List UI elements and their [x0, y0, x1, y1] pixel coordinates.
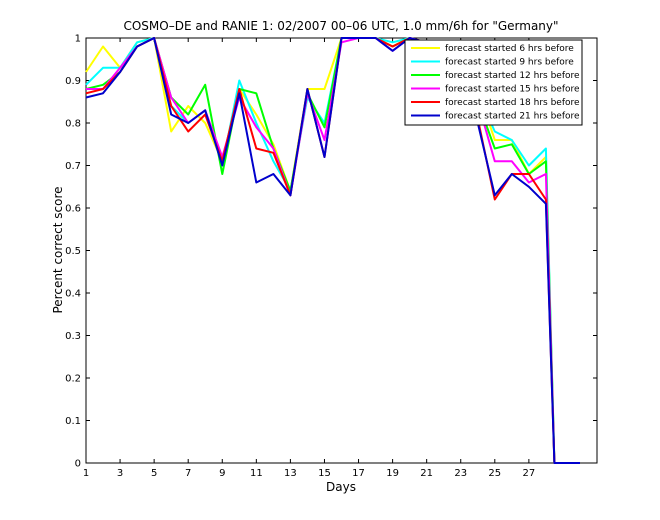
legend-label: forecast started 12 hrs before	[445, 71, 580, 81]
x-tick-label: 25	[488, 468, 501, 479]
y-tick-label: 0.8	[65, 119, 81, 130]
y-tick-label: 0.5	[65, 246, 81, 257]
y-axis: 0 0.1 0.2 0.3 0.4 0.5 0.6 0.7 0.8 0.9 1	[65, 34, 597, 470]
series-lines	[85, 37, 580, 464]
chart-title: COSMO–DE and RANIE 1: 02/2007 00–06 UTC,…	[123, 19, 558, 33]
y-tick-label: 0.3	[65, 331, 81, 342]
x-tick-label: 23	[454, 468, 467, 479]
y-tick-label: 0.2	[65, 374, 81, 385]
series-line-6	[85, 37, 580, 464]
x-tick-label: 7	[185, 468, 191, 479]
x-tick-label: 27	[522, 468, 535, 479]
x-tick-label: 15	[318, 468, 331, 479]
x-tick-label: 5	[151, 468, 157, 479]
x-tick-label: 17	[352, 468, 365, 479]
legend-label: forecast started 9 hrs before	[445, 58, 574, 68]
x-tick-label: 13	[284, 468, 297, 479]
y-tick-label: 0.1	[65, 416, 81, 427]
legend: forecast started 6 hrs before forecast st…	[404, 39, 583, 126]
legend-label: forecast started 6 hrs before	[445, 44, 574, 54]
legend-label: forecast started 15 hrs before	[445, 85, 580, 95]
x-axis-label: Days	[326, 480, 356, 494]
x-tick-label: 1	[83, 468, 89, 479]
y-axis-label: Percent correct score	[51, 186, 65, 313]
x-tick-label: 3	[117, 468, 123, 479]
y-tick-label: 0.6	[65, 204, 81, 215]
x-tick-label: 11	[250, 468, 263, 479]
x-tick-label: 21	[420, 468, 433, 479]
x-axis: 1 3 5 7 9 11 13 15 17 19 21 23 25 27	[83, 38, 535, 479]
legend-box	[404, 39, 583, 126]
x-tick-label: 19	[386, 468, 399, 479]
x-tick-label: 9	[219, 468, 225, 479]
y-tick-label: 0	[75, 459, 81, 470]
legend-label: forecast started 21 hrs before	[445, 112, 580, 122]
y-tick-label: 0.4	[65, 289, 81, 300]
y-tick-label: 0.7	[65, 161, 81, 172]
y-tick-label: 1	[75, 34, 81, 45]
legend-label: forecast started 18 hrs before	[445, 98, 580, 108]
y-tick-label: 0.9	[65, 76, 81, 87]
